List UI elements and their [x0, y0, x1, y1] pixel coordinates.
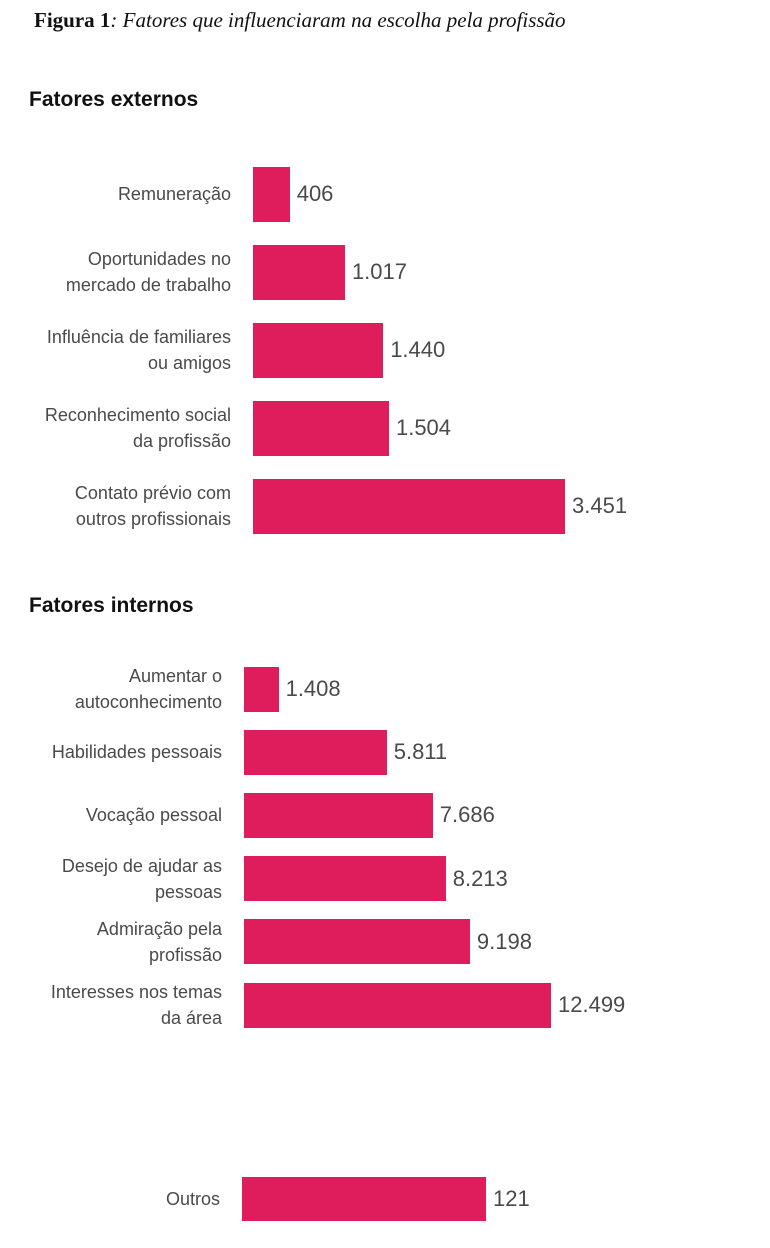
value-label: 406 [296, 181, 334, 206]
value-label: 1.408 [285, 676, 341, 701]
bar [244, 729, 387, 775]
category-label: Habilidades pessoais [51, 742, 222, 763]
bar [244, 666, 279, 712]
value-label: 7.686 [439, 802, 495, 828]
bar [244, 856, 446, 902]
category-label: Admiração pela profissão [96, 918, 222, 965]
caption-label: Figura 1 [34, 8, 111, 32]
bar [242, 1177, 486, 1221]
bar [253, 244, 345, 300]
bar [253, 400, 389, 456]
category-label: Aumentar o autoconhecimento [74, 666, 222, 712]
value-label: 3.451 [572, 493, 628, 518]
section-title: Fatores externos [29, 88, 199, 111]
category-label: Oportunidades no mercado de trabalho [65, 249, 231, 295]
value-label: 1.017 [351, 259, 407, 284]
category-label: Interesses nos temas da área [50, 982, 222, 1028]
section-title: Fatores internos [29, 594, 194, 617]
category-label: Influência de familiares ou amigos [46, 327, 231, 373]
bar [244, 919, 470, 965]
category-label: Contato prévio com outros profissionais [74, 483, 231, 529]
value-label: 1.504 [395, 415, 452, 440]
category-label: Outros [165, 1189, 220, 1209]
value-label: 12.499 [558, 992, 626, 1017]
value-label: 121 [493, 1186, 530, 1211]
bar [253, 322, 384, 378]
caption: Figura 1: Fatores que influenciaram na e… [34, 8, 566, 33]
bar [253, 478, 565, 534]
value-label: 5.811 [393, 739, 448, 765]
category-label: Remuneração [117, 184, 231, 204]
bar [244, 982, 551, 1028]
category-label: Vocação pessoal [85, 805, 222, 826]
category-label: Reconhecimento social da profissão [44, 405, 231, 451]
value-label: 8.213 [452, 865, 508, 891]
value-label: 1.440 [390, 337, 446, 362]
caption-text: : Fatores que influenciaram na escolha p… [110, 8, 566, 32]
value-label: 9.198 [476, 928, 532, 954]
bar [253, 166, 290, 222]
category-label: Desejo de ajudar as pessoas [61, 855, 222, 902]
bar [244, 792, 433, 838]
